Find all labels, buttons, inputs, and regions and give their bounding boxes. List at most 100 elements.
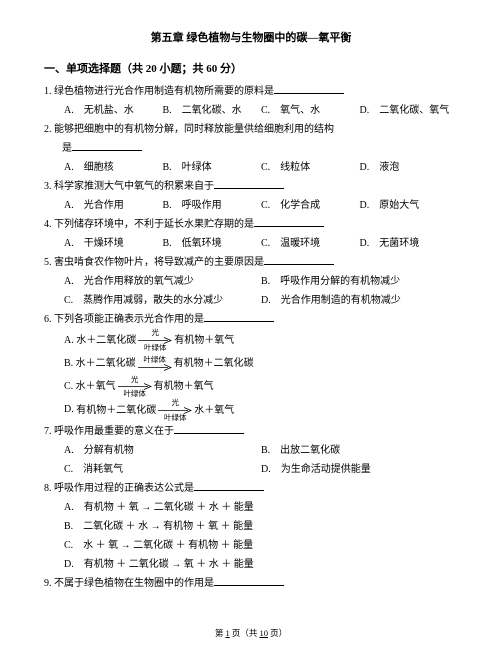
q-num: 1. bbox=[44, 86, 52, 97]
answer-blank bbox=[174, 424, 244, 434]
question-4: 4. 下列储存环境中，不利于延长水果贮存期的是 bbox=[60, 215, 458, 234]
option-a: A. 无机盐、水 bbox=[64, 101, 163, 120]
q-cont-text: 是 bbox=[62, 143, 72, 154]
options-row: A. 分解有机物 B. 出放二氧化碳 bbox=[64, 441, 458, 460]
footer-total: 10 bbox=[260, 628, 269, 638]
arrow-top: 光 bbox=[131, 376, 139, 384]
option-a: A. 光合作用释放的氧气减少 bbox=[64, 272, 261, 291]
opt-label: A. bbox=[64, 335, 74, 346]
formula-option: A. 水＋二氧化碳 光 叶绿体 有机物＋氧气 bbox=[64, 329, 458, 352]
formula: 水＋二氧化碳 光 叶绿体 有机物＋氧气 bbox=[76, 329, 234, 352]
arrow-bot: 叶绿体 bbox=[123, 390, 146, 398]
formula: 水＋二氧化碳 叶绿体 有机物＋二氧化碳 bbox=[76, 352, 254, 375]
option-b: B. 低氧环境 bbox=[163, 234, 262, 253]
option-c: C. 蒸腾作用减弱，散失的水分减少 bbox=[64, 291, 261, 310]
option-b: B. 二氧化碳、水 bbox=[163, 101, 262, 120]
answer-blank bbox=[274, 84, 344, 94]
q-text: 不属于绿色植物在生物圈中的作用是 bbox=[54, 578, 214, 589]
option-d: D. 为生命活动提供能量 bbox=[261, 460, 458, 479]
q-text: 害虫啃食农作物叶片，将导致减产的主要原因是 bbox=[54, 257, 264, 268]
option-c: C. 消耗氧气 bbox=[64, 460, 261, 479]
formula: 水＋氧气 光 叶绿体 有机物＋氧气 bbox=[76, 375, 214, 398]
answer-blank bbox=[214, 179, 284, 189]
option-d: D. 液泡 bbox=[360, 158, 459, 177]
arrow-bot: 叶绿体 bbox=[164, 414, 187, 422]
opt-label: D. bbox=[64, 404, 74, 415]
option-c: C. 水 ＋ 氧 → 二氧化碳 ＋ 有机物 ＋ 能量 bbox=[64, 536, 458, 555]
options-row: C. 蒸腾作用减弱，散失的水分减少 D. 光合作用制造的有机物减少 bbox=[64, 291, 458, 310]
answer-blank bbox=[254, 217, 324, 227]
option-b: B. 呼吸作用 bbox=[163, 196, 262, 215]
footer-mid: 页（共 bbox=[232, 628, 258, 638]
option-c: C. 氧气、水 bbox=[261, 101, 360, 120]
option-a: A. 分解有机物 bbox=[64, 441, 261, 460]
options-row: A. 无机盐、水 B. 二氧化碳、水 C. 氧气、水 D. 二氧化碳、氧气 bbox=[64, 101, 458, 120]
arrow-icon: 光 叶绿体 bbox=[158, 399, 192, 421]
q-num: 9. bbox=[44, 578, 52, 589]
question-6: 6. 下列各项能正确表示光合作用的是 bbox=[60, 310, 458, 329]
option-d: D. 二氧化碳、氧气 bbox=[360, 101, 459, 120]
option-b: B. 出放二氧化碳 bbox=[261, 441, 458, 460]
q-text: 下列储存环境中，不利于延长水果贮存期的是 bbox=[54, 219, 254, 230]
option-d: D. 原始大气 bbox=[360, 196, 459, 215]
question-1: 1. 绿色植物进行光合作用制造有机物所需要的原料是 bbox=[60, 82, 458, 101]
q-text: 能够把细胞中的有机物分解，同时释放能量供给细胞利用的结构 bbox=[54, 124, 334, 135]
f-right: 水＋氧气 bbox=[194, 399, 234, 422]
option-c: C. 温暖环境 bbox=[261, 234, 360, 253]
q-cont: 是 bbox=[62, 139, 458, 158]
question-8: 8. 呼吸作用过程的正确表达公式是 bbox=[60, 479, 458, 498]
options-row: A. 光合作用 B. 呼吸作用 C. 化学合成 D. 原始大气 bbox=[64, 196, 458, 215]
footer-page: 1 bbox=[225, 628, 229, 638]
option-a: A. 有机物 ＋ 氧 → 二氧化碳 ＋ 水 ＋ 能量 bbox=[64, 498, 458, 517]
q-num: 2. bbox=[44, 124, 52, 135]
q-num: 5. bbox=[44, 257, 52, 268]
q-num: 3. bbox=[44, 181, 52, 192]
exam-page: 第五章 绿色植物与生物圈中的碳—氧平衡 一、单项选择题（共 20 小题；共 60… bbox=[0, 0, 502, 649]
page-footer: 第 1 页（共 10 页） bbox=[0, 625, 502, 641]
answer-blank bbox=[72, 141, 142, 151]
option-c: C. 线粒体 bbox=[261, 158, 360, 177]
options-row: C. 消耗氧气 D. 为生命活动提供能量 bbox=[64, 460, 458, 479]
question-3: 3. 科学家推测大气中氧气的积累来自于 bbox=[60, 177, 458, 196]
f-left: 水＋二氧化碳 bbox=[76, 352, 136, 375]
arrow-top: 光 bbox=[171, 399, 179, 407]
option-c: C. 化学合成 bbox=[261, 196, 360, 215]
option-d: D. 光合作用制造的有机物减少 bbox=[261, 291, 458, 310]
f-left: 水＋氧气 bbox=[76, 375, 116, 398]
question-5: 5. 害虫啃食农作物叶片，将导致减产的主要原因是 bbox=[60, 253, 458, 272]
f-right: 有机物＋二氧化碳 bbox=[174, 352, 254, 375]
formula-option: B. 水＋二氧化碳 叶绿体 有机物＋二氧化碳 bbox=[64, 352, 458, 375]
question-9: 9. 不属于绿色植物在生物圈中的作用是 bbox=[60, 574, 458, 593]
arrow-bot: 叶绿体 bbox=[144, 344, 167, 352]
f-right: 有机物＋氧气 bbox=[174, 329, 234, 352]
section-heading: 一、单项选择题（共 20 小题；共 60 分） bbox=[44, 59, 458, 80]
answer-blank bbox=[204, 312, 274, 322]
q-text: 呼吸作用过程的正确表达公式是 bbox=[54, 483, 194, 494]
q-num: 6. bbox=[44, 314, 52, 325]
footer-right: 页） bbox=[270, 628, 287, 638]
q-num: 4. bbox=[44, 219, 52, 230]
formula: 有机物＋二氧化碳 光 叶绿体 水＋氧气 bbox=[76, 399, 234, 422]
formula-option: C. 水＋氧气 光 叶绿体 有机物＋氧气 bbox=[64, 375, 458, 398]
q-text: 科学家推测大气中氧气的积累来自于 bbox=[54, 181, 214, 192]
answer-blank bbox=[264, 255, 334, 265]
q-text: 绿色植物进行光合作用制造有机物所需要的原料是 bbox=[54, 86, 274, 97]
q-text: 下列各项能正确表示光合作用的是 bbox=[54, 314, 204, 325]
option-b: B. 二氧化碳 ＋ 水 → 有机物 ＋ 氧 ＋ 能量 bbox=[64, 517, 458, 536]
f-right: 有机物＋氧气 bbox=[154, 375, 214, 398]
arrow-icon: 叶绿体 bbox=[138, 356, 172, 371]
arrow-top: 叶绿体 bbox=[143, 356, 166, 364]
option-d: D. 无菌环境 bbox=[360, 234, 459, 253]
chapter-title: 第五章 绿色植物与生物圈中的碳—氧平衡 bbox=[44, 28, 458, 49]
q-num: 8. bbox=[44, 483, 52, 494]
q-num: 7. bbox=[44, 426, 52, 437]
option-d: D. 有机物 ＋ 二氧化碳 → 氧 ＋ 水 ＋ 能量 bbox=[64, 555, 458, 574]
formula-option: D. 有机物＋二氧化碳 光 叶绿体 水＋氧气 bbox=[64, 398, 458, 421]
options-row: A. 光合作用释放的氧气减少 B. 呼吸作用分解的有机物减少 bbox=[64, 272, 458, 291]
answer-blank bbox=[194, 481, 264, 491]
option-b: B. 叶绿体 bbox=[163, 158, 262, 177]
question-7: 7. 呼吸作用最重要的意义在于 bbox=[60, 422, 458, 441]
arrow-icon: 光 叶绿体 bbox=[118, 376, 152, 398]
f-left: 水＋二氧化碳 bbox=[76, 329, 136, 352]
q-text: 呼吸作用最重要的意义在于 bbox=[54, 426, 174, 437]
